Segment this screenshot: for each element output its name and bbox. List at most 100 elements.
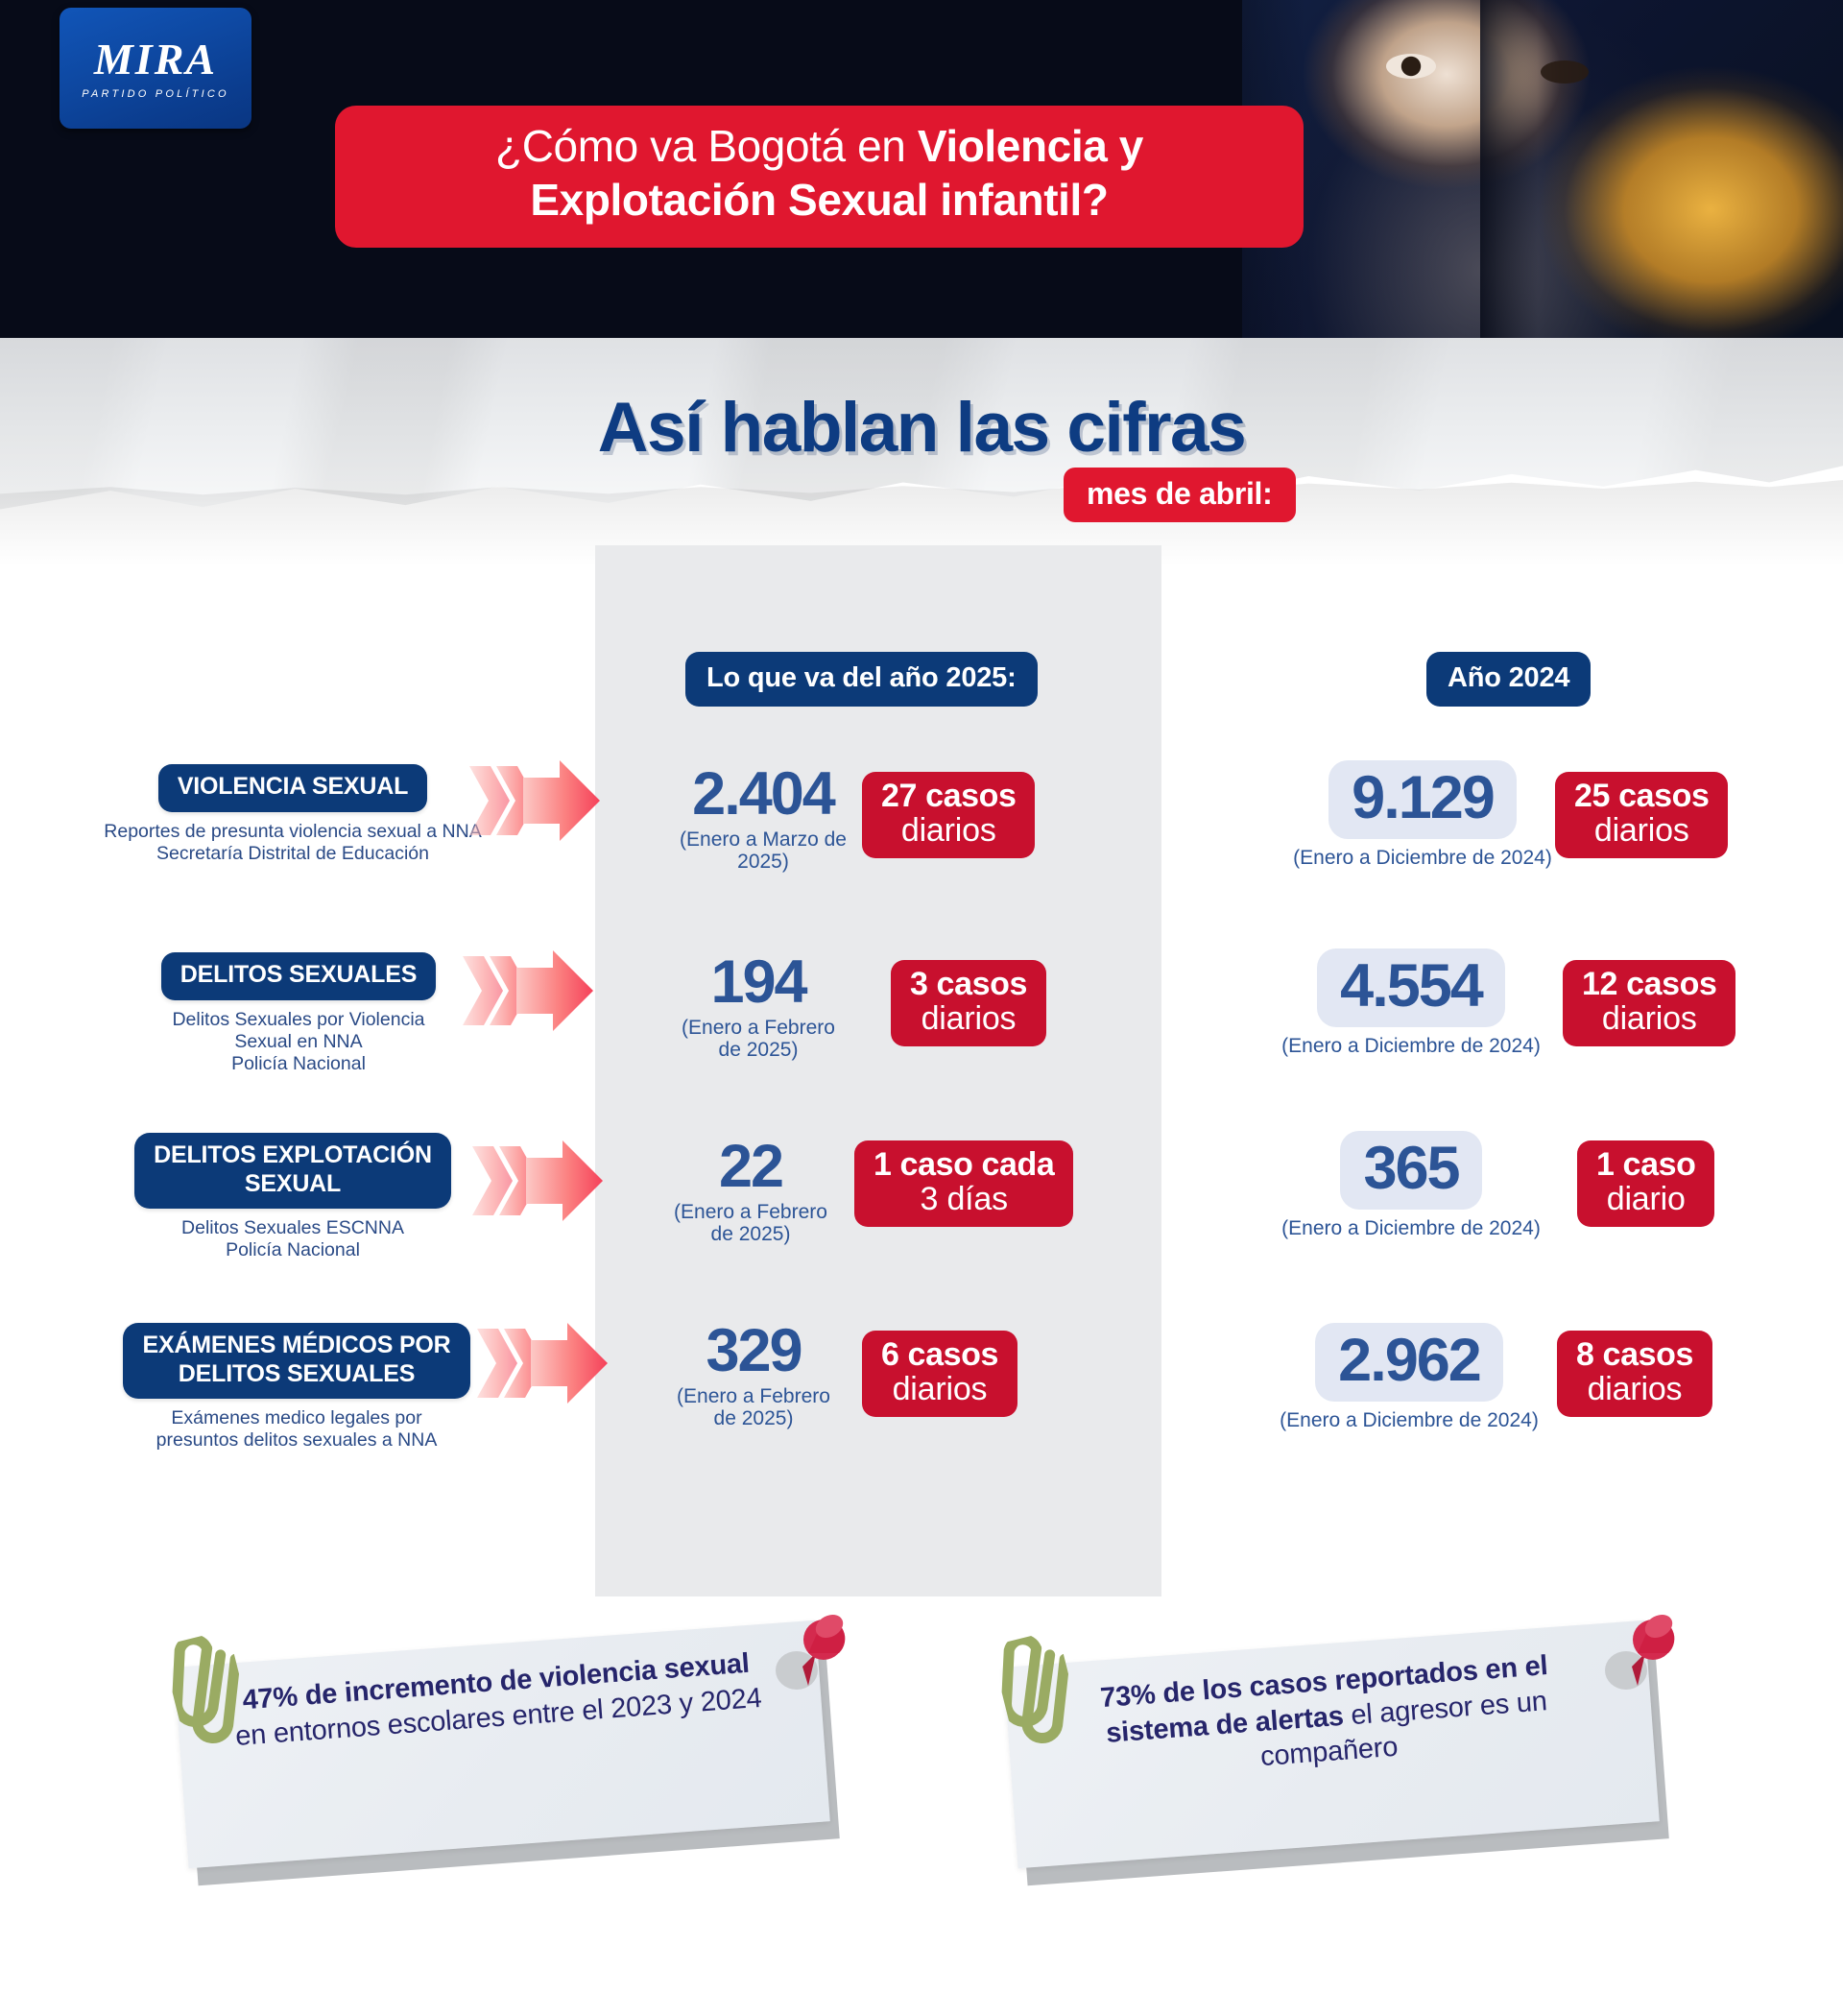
row-label-block: DELITOS SEXUALES Delitos Sexuales por Vi… xyxy=(83,952,515,1075)
value-2024-number: 4.554 xyxy=(1340,952,1484,1020)
daily-badge-top: 1 caso cada xyxy=(874,1146,1055,1183)
value-2025-block: 22 (Enero a Febrero de 2025) xyxy=(626,1133,875,1246)
source-line-1: Delitos Sexuales ESCNNA xyxy=(181,1217,404,1238)
period-line-2: de 2025) xyxy=(713,1407,794,1430)
value-2025-number: 2.404 xyxy=(692,760,836,828)
main-title-plate: ¿Cómo va Bogotá en Violencia y Explotaci… xyxy=(335,106,1304,249)
value-2024-numbox: 2.962 xyxy=(1315,1323,1503,1403)
value-2025-block: 329 (Enero a Febrero de 2025) xyxy=(629,1317,878,1430)
row-label-chip: EXÁMENES MÉDICOS POR DELITOS SEXUALES xyxy=(123,1323,470,1399)
value-2024-period: (Enero a Diciembre de 2024) xyxy=(1293,847,1552,870)
row-label-line1: EXÁMENES MÉDICOS POR xyxy=(142,1332,451,1358)
row-source-text: Delitos Sexuales ESCNNA Policía Nacional xyxy=(67,1217,518,1261)
main-title-line1: ¿Cómo va Bogotá en Violencia y xyxy=(362,119,1277,173)
row-label-block: VIOLENCIA SEXUAL Reportes de presunta vi… xyxy=(67,764,518,865)
value-2024-numbox: 9.129 xyxy=(1328,760,1517,840)
source-line-2: Sexual en NNA xyxy=(234,1030,363,1052)
daily-badge-bottom: diarios xyxy=(921,1000,1017,1037)
value-2024-period: (Enero a Diciembre de 2024) xyxy=(1281,1217,1541,1240)
period-line-2: de 2025) xyxy=(718,1039,799,1062)
value-2024-period: (Enero a Diciembre de 2024) xyxy=(1280,1409,1539,1432)
value-2025-block: 194 (Enero a Febrero de 2025) xyxy=(634,952,883,1062)
value-2025-period: (Enero a Marzo de 2025) xyxy=(638,828,888,873)
pushpin-icon xyxy=(1599,1611,1682,1699)
value-2024-block: 365 (Enero a Diciembre de 2024) xyxy=(1267,1131,1555,1239)
paperclip-icon xyxy=(161,1629,258,1765)
daily-badge-top: 8 casos xyxy=(1576,1336,1693,1373)
value-2024-numbox: 365 xyxy=(1340,1131,1482,1211)
daily-badge-bottom: diarios xyxy=(1587,1371,1683,1407)
source-line-1: Reportes de presunta violencia sexual a … xyxy=(104,820,482,842)
column-header-2024: Año 2024 xyxy=(1426,652,1592,707)
period-line-2: de 2025) xyxy=(710,1223,791,1246)
source-line-1: Delitos Sexuales por Violencia xyxy=(172,1008,425,1030)
value-2024-block: 9.129 (Enero a Diciembre de 2024) xyxy=(1279,760,1567,869)
source-line-2: Secretaría Distrital de Educación xyxy=(156,842,429,864)
row-label-block: DELITOS EXPLOTACIÓN SEXUAL Delitos Sexua… xyxy=(67,1133,518,1261)
center-column-panel xyxy=(595,545,1161,1596)
daily-badge-2025: 3 casos diarios xyxy=(891,960,1046,1046)
daily-badge-top: 25 casos xyxy=(1574,778,1710,814)
child-photo-image xyxy=(1242,0,1843,338)
source-line-2: presuntos delitos sexuales a NNA xyxy=(156,1429,438,1451)
daily-badge-2025: 27 casos diarios xyxy=(862,772,1036,858)
period-line-1: (Enero a Febrero xyxy=(682,1017,835,1039)
daily-badge-2024: 12 casos diarios xyxy=(1563,960,1736,1046)
row-label-chip: VIOLENCIA SEXUAL xyxy=(157,764,428,812)
arrow-icon xyxy=(475,1319,619,1407)
value-2025-period: (Enero a Febrero de 2025) xyxy=(629,1385,878,1429)
daily-badge-2024: 8 casos diarios xyxy=(1557,1331,1712,1417)
source-line-3: Policía Nacional xyxy=(231,1052,366,1074)
value-2025-period: (Enero a Febrero de 2025) xyxy=(634,1017,883,1061)
daily-badge-bottom: diarios xyxy=(892,1371,988,1407)
paperclip-icon xyxy=(991,1629,1088,1765)
footer-spacer xyxy=(0,1930,1843,2016)
row-source-text: Delitos Sexuales por Violencia Sexual en… xyxy=(83,1009,515,1075)
row-label-line2: DELITOS SEXUALES xyxy=(178,1359,416,1387)
column-header-2025: Lo que va del año 2025: xyxy=(685,652,1038,707)
logo-tagline: PARTIDO POLÍTICO xyxy=(82,87,229,100)
row-label-chip: DELITOS SEXUALES xyxy=(160,952,437,1000)
source-line-1: Exámenes medico legales por xyxy=(171,1407,422,1428)
value-2024-numbox: 4.554 xyxy=(1317,948,1505,1028)
arrow-icon xyxy=(467,756,611,845)
daily-badge-top: 3 casos xyxy=(910,966,1027,1002)
pushpin-icon xyxy=(770,1611,852,1699)
row-source-text: Reportes de presunta violencia sexual a … xyxy=(67,821,518,865)
value-2024-block: 2.962 (Enero a Diciembre de 2024) xyxy=(1265,1323,1553,1431)
daily-badge-top: 1 caso xyxy=(1596,1146,1696,1183)
title-bold-part: Violencia y xyxy=(917,121,1144,171)
daily-badge-top: 27 casos xyxy=(881,778,1017,814)
daily-badge-top: 6 casos xyxy=(881,1336,998,1373)
value-2024-block: 4.554 (Enero a Diciembre de 2024) xyxy=(1267,948,1555,1057)
sticky-note: 73% de los casos reportados en el sistem… xyxy=(1000,1615,1691,1903)
daily-badge-bottom: diarios xyxy=(1601,1000,1697,1037)
daily-badge-bottom: diarios xyxy=(1593,812,1689,849)
period-line-1: (Enero a Febrero xyxy=(677,1385,830,1407)
source-line-2: Policía Nacional xyxy=(226,1239,360,1260)
daily-badge-bottom: 3 días xyxy=(920,1181,1008,1217)
period-line-1: (Enero a Febrero xyxy=(674,1201,827,1223)
row-label-line1: DELITOS EXPLOTACIÓN xyxy=(154,1141,432,1168)
section-headline: Así hablan las cifras xyxy=(597,389,1247,467)
value-2025-block: 2.404 (Enero a Marzo de 2025) xyxy=(638,760,888,874)
month-badge: mes de abril: xyxy=(1064,468,1296,522)
row-label-line2: SEXUAL xyxy=(244,1169,342,1197)
value-2025-number: 22 xyxy=(718,1133,784,1200)
value-2025-number: 329 xyxy=(706,1317,802,1384)
value-2024-number: 2.962 xyxy=(1338,1327,1482,1394)
row-label-block: EXÁMENES MÉDICOS POR DELITOS SEXUALES Ex… xyxy=(61,1323,532,1452)
row-source-text: Exámenes medico legales por presuntos de… xyxy=(61,1407,532,1452)
arrow-icon xyxy=(470,1137,614,1225)
period-line-2: 2025) xyxy=(737,851,789,874)
value-2024-period: (Enero a Diciembre de 2024) xyxy=(1281,1035,1541,1058)
daily-badge-2024: 25 casos diarios xyxy=(1555,772,1729,858)
value-2024-number: 9.129 xyxy=(1352,764,1496,831)
value-2024-number: 365 xyxy=(1363,1135,1460,1202)
period-line-1: (Enero a Marzo de xyxy=(680,828,847,851)
title-normal-part: ¿Cómo va Bogotá en xyxy=(495,121,918,171)
mira-logo: MIRA PARTIDO POLÍTICO xyxy=(60,8,251,129)
row-label-chip: DELITOS EXPLOTACIÓN SEXUAL xyxy=(134,1133,451,1209)
logo-wordmark: MIRA xyxy=(93,34,218,84)
